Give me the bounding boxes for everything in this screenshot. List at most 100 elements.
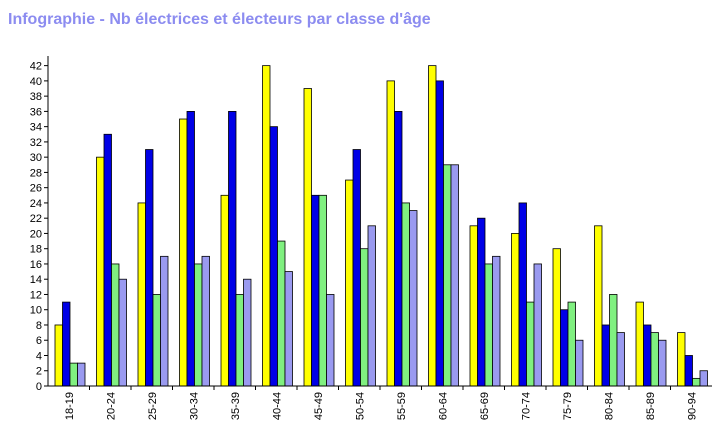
bar-85-89-s3 xyxy=(650,332,659,387)
x-tick-label-40-44: 40-44 xyxy=(271,392,283,420)
x-tick-label-80-84: 80-84 xyxy=(603,392,615,420)
x-tick-label-45-49: 45-49 xyxy=(313,392,325,420)
bar-85-89-s1 xyxy=(635,301,644,387)
bar-85-89-s4 xyxy=(658,339,667,387)
y-tick-label: 2 xyxy=(36,366,42,378)
y-tick-label: 20 xyxy=(30,228,42,240)
y-tick-label: 42 xyxy=(30,61,42,73)
x-tick-label-60-64: 60-64 xyxy=(437,392,449,420)
x-tick-label-18-19: 18-19 xyxy=(64,392,76,420)
x-tick-label-50-54: 50-54 xyxy=(354,392,366,420)
y-tick-label: 10 xyxy=(30,305,42,317)
bar-80-84-s3 xyxy=(609,294,618,387)
bar-35-39-s3 xyxy=(235,294,244,387)
bar-30-34-s2 xyxy=(186,111,195,387)
bar-60-64-s4 xyxy=(450,164,459,387)
bar-18-19-s2 xyxy=(62,301,71,387)
bar-90-94-s1 xyxy=(677,332,686,387)
y-tick-label: 12 xyxy=(30,289,42,301)
y-tick-label: 38 xyxy=(30,91,42,103)
bar-70-74-s1 xyxy=(511,233,520,387)
x-tick-label-65-69: 65-69 xyxy=(479,392,491,420)
bar-65-69-s4 xyxy=(492,255,501,387)
y-tick-label: 32 xyxy=(30,137,42,149)
y-tick-label: 6 xyxy=(36,335,42,347)
bar-80-84-s2 xyxy=(601,324,610,387)
x-tick-label-85-89: 85-89 xyxy=(645,392,657,420)
bar-25-29-s4 xyxy=(160,255,169,387)
bar-55-59-s3 xyxy=(401,202,410,387)
bar-18-19-s1 xyxy=(54,324,63,387)
bar-50-54-s1 xyxy=(345,179,354,387)
bar-40-44-s1 xyxy=(262,65,271,387)
bar-90-94-s3 xyxy=(692,377,701,387)
y-tick-label: 16 xyxy=(30,259,42,271)
bar-55-59-s2 xyxy=(394,111,403,387)
bar-20-24-s4 xyxy=(118,278,127,387)
x-tick-label-55-59: 55-59 xyxy=(396,392,408,420)
bar-50-54-s2 xyxy=(352,149,361,387)
y-tick-label: 8 xyxy=(36,320,42,332)
bar-45-49-s3 xyxy=(318,194,327,387)
bar-50-54-s3 xyxy=(360,248,369,387)
bar-20-24-s1 xyxy=(96,156,105,387)
bar-65-69-s1 xyxy=(469,225,478,387)
bar-40-44-s3 xyxy=(277,240,286,387)
bar-35-39-s4 xyxy=(243,278,252,387)
bar-65-69-s2 xyxy=(477,217,486,387)
bar-25-29-s1 xyxy=(137,202,146,387)
x-tick-label-70-74: 70-74 xyxy=(520,392,532,420)
bars-layer xyxy=(54,65,708,387)
bar-35-39-s1 xyxy=(220,194,229,387)
bar-75-79-s4 xyxy=(575,339,584,387)
bar-80-84-s1 xyxy=(594,225,603,387)
y-tick-label: 30 xyxy=(30,152,42,164)
bar-80-84-s4 xyxy=(616,332,625,387)
bar-60-64-s1 xyxy=(428,65,437,387)
bar-75-79-s2 xyxy=(560,309,569,387)
bar-55-59-s4 xyxy=(409,210,418,387)
x-tick-label-30-34: 30-34 xyxy=(188,392,200,420)
y-tick-label: 34 xyxy=(30,122,42,134)
x-tick-label-75-79: 75-79 xyxy=(562,392,574,420)
bar-75-79-s1 xyxy=(552,248,561,387)
y-tick-label: 40 xyxy=(30,76,42,88)
y-tick-label: 36 xyxy=(30,106,42,118)
bar-40-44-s4 xyxy=(284,271,293,387)
bar-35-39-s2 xyxy=(228,111,237,387)
y-tick-label: 26 xyxy=(30,183,42,195)
bar-90-94-s4 xyxy=(699,370,708,387)
bar-60-64-s3 xyxy=(443,164,452,387)
bar-70-74-s4 xyxy=(533,263,542,387)
x-tick-label-25-29: 25-29 xyxy=(147,392,159,420)
bar-30-34-s3 xyxy=(194,263,203,387)
axes-layer: 0246810121416182022242628303234363840421… xyxy=(30,56,712,420)
bar-85-89-s2 xyxy=(643,324,652,387)
y-tick-label: 18 xyxy=(30,244,42,256)
bar-30-34-s1 xyxy=(179,118,188,387)
y-tick-label: 0 xyxy=(36,381,42,393)
y-tick-label: 24 xyxy=(30,198,42,210)
bar-65-69-s3 xyxy=(484,263,493,387)
bar-90-94-s2 xyxy=(684,355,693,387)
y-tick-label: 28 xyxy=(30,167,42,179)
x-tick-label-35-39: 35-39 xyxy=(230,392,242,420)
bar-40-44-s2 xyxy=(269,126,278,387)
y-tick-label: 14 xyxy=(30,274,42,286)
bar-60-64-s2 xyxy=(435,80,444,387)
bar-45-49-s2 xyxy=(311,194,320,387)
bar-45-49-s4 xyxy=(326,294,335,387)
bar-55-59-s1 xyxy=(386,80,395,387)
bar-25-29-s2 xyxy=(145,149,154,387)
y-tick-label: 22 xyxy=(30,213,42,225)
bar-18-19-s4 xyxy=(77,362,86,387)
bar-25-29-s3 xyxy=(152,294,161,387)
chart-title: Infographie - Nb électrices et électeurs… xyxy=(8,11,431,28)
bar-70-74-s2 xyxy=(518,202,527,387)
bar-30-34-s4 xyxy=(201,255,210,387)
bar-75-79-s3 xyxy=(567,301,576,387)
bar-18-19-s3 xyxy=(69,362,78,387)
bar-70-74-s3 xyxy=(526,301,535,387)
x-tick-label-20-24: 20-24 xyxy=(105,392,117,420)
